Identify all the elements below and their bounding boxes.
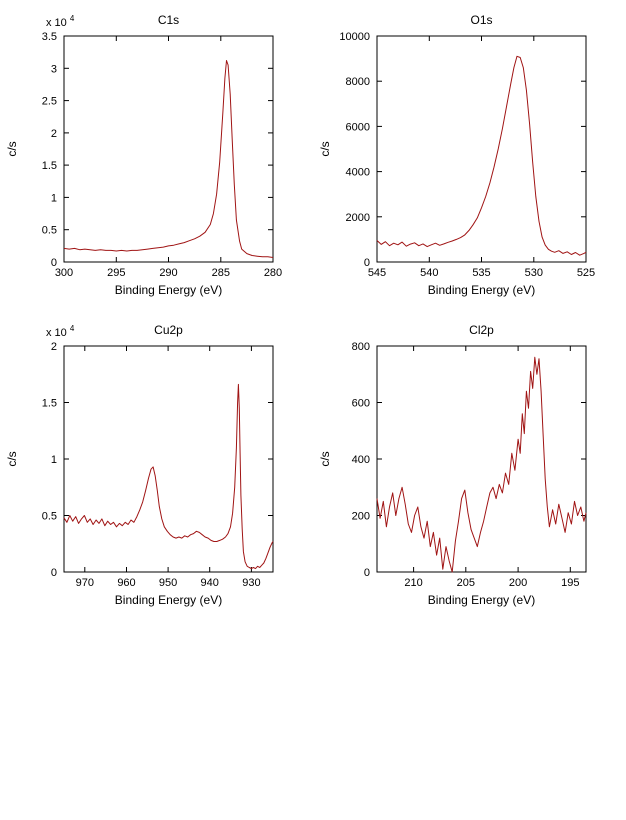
spectrum-plot-cu2p: 970 960 950 940 930 0 0.5 1 1.5 2 Cu2p x 10 4 Bindin… [5,323,274,607]
svg-text:195: 195 [561,577,579,589]
svg-text:205: 205 [457,577,475,589]
chart-o1s: 545 540 535 530 525 0 2000 4000 6000 8000 10000 O1s… [313,2,626,308]
svg-text:535: 535 [472,267,490,279]
svg-text:1.5: 1.5 [42,160,57,172]
svg-text:300: 300 [55,267,73,279]
svg-text:4000: 4000 [346,167,370,179]
svg-text:930: 930 [242,577,260,589]
svg-text:Binding Energy (eV): Binding Energy (eV) [428,593,535,607]
svg-text:Binding Energy (eV): Binding Energy (eV) [428,283,535,297]
spectrum-plot-cl2p: 210 205 200 195 0 200 400 600 800 Cl2p Binding Ene… [318,323,587,607]
svg-text:0: 0 [51,257,57,269]
svg-text:2: 2 [51,341,57,353]
svg-text:400: 400 [352,454,370,466]
svg-text:1.5: 1.5 [42,398,57,410]
spectrum-plot-c1s: 300 295 290 285 280 0 0.5 1 1.5 2 2.5 3 3.5 C1s x 10 4… [5,13,282,297]
svg-text:Cl2p: Cl2p [469,323,494,337]
svg-text:2000: 2000 [346,212,370,224]
svg-text:3.5: 3.5 [42,31,57,43]
svg-text:0.5: 0.5 [42,225,57,237]
svg-text:940: 940 [201,577,219,589]
svg-text:295: 295 [107,267,125,279]
svg-text:970: 970 [76,577,94,589]
svg-text:c/s: c/s [318,451,332,466]
svg-text:8000: 8000 [346,76,370,88]
svg-text:540: 540 [420,267,438,279]
chart-c1s: 300 295 290 285 280 0 0.5 1 1.5 2 2.5 3 3.5 C1s x 10 4… [0,2,313,308]
svg-text:525: 525 [577,267,595,279]
spectrum-plot-o1s: 545 540 535 530 525 0 2000 4000 6000 8000 10000 O1s… [318,13,595,297]
svg-text:c/s: c/s [318,141,332,156]
svg-text:210: 210 [404,577,422,589]
svg-text:200: 200 [509,577,527,589]
spectra-grid: 300 295 290 285 280 0 0.5 1 1.5 2 2.5 3 3.5 C1s x 10 4… [0,2,626,618]
svg-text:0: 0 [364,257,370,269]
svg-text:6000: 6000 [346,121,370,133]
svg-text:800: 800 [352,341,370,353]
svg-text:c/s: c/s [5,141,19,156]
svg-text:0: 0 [364,567,370,579]
chart-cl2p: 210 205 200 195 0 200 400 600 800 Cl2p Binding Ene… [313,312,626,618]
svg-text:0: 0 [51,567,57,579]
svg-text:x 10 4: x 10 4 [46,324,75,339]
svg-text:290: 290 [159,267,177,279]
svg-text:3: 3 [51,63,57,75]
svg-text:200: 200 [352,511,370,523]
svg-text:960: 960 [117,577,135,589]
svg-text:600: 600 [352,398,370,410]
chart-cu2p: 970 960 950 940 930 0 0.5 1 1.5 2 Cu2p x 10 4 Bindin… [0,312,313,618]
svg-text:Binding Energy (eV): Binding Energy (eV) [115,593,222,607]
svg-text:x 10 4: x 10 4 [46,14,75,29]
svg-text:280: 280 [264,267,282,279]
svg-text:2.5: 2.5 [42,96,57,108]
svg-text:530: 530 [525,267,543,279]
svg-text:10000: 10000 [339,31,370,43]
svg-text:O1s: O1s [470,13,492,27]
svg-text:545: 545 [368,267,386,279]
svg-text:1: 1 [51,454,57,466]
svg-text:1: 1 [51,192,57,204]
svg-text:Cu2p: Cu2p [154,323,183,337]
svg-text:c/s: c/s [5,451,19,466]
svg-text:950: 950 [159,577,177,589]
svg-text:285: 285 [212,267,230,279]
svg-text:Binding Energy (eV): Binding Energy (eV) [115,283,222,297]
svg-text:C1s: C1s [158,13,179,27]
svg-text:0.5: 0.5 [42,511,57,523]
svg-text:2: 2 [51,128,57,140]
